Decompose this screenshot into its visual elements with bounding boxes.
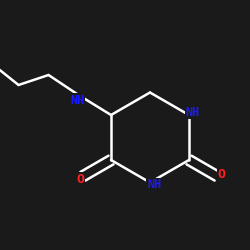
Text: O: O <box>76 173 84 186</box>
Text: NH: NH <box>148 178 162 192</box>
Text: NH: NH <box>186 106 200 118</box>
Text: O: O <box>218 168 226 181</box>
Text: NH: NH <box>70 94 84 107</box>
